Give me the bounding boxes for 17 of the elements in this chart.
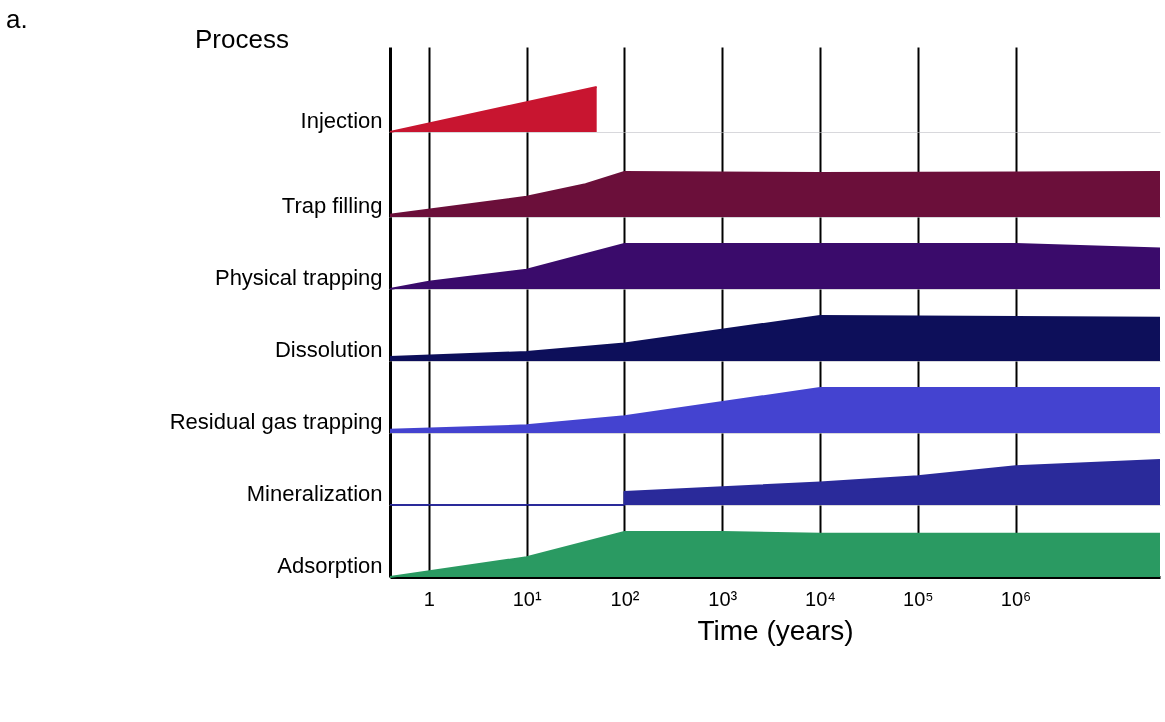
x-tick-label: 10¹ [512,587,542,610]
x-tick-label: 10² [610,587,640,610]
y-axis-title: Mineralization [246,480,383,506]
text: Process [195,24,289,54]
x-tick-label: 10⁴ [805,587,836,610]
x-tick-label: 10⁶ [1000,587,1032,610]
y-axis-title: Residual gas trapping [169,408,383,434]
y-axis-title: Adsorption [277,552,383,578]
x-tick-label: 10³ [708,587,738,610]
text: a. [6,4,28,34]
x-tick-label: 1 [423,587,435,610]
y-axis-title: Trap filling [281,192,383,218]
x-axis-title: Time (years) [697,614,854,646]
y-axis-title: Physical trapping [214,264,383,290]
y-axis-title: Dissolution [274,336,383,362]
y-axis-title: Injection [300,107,383,133]
x-tick-label: 10⁵ [903,587,934,610]
